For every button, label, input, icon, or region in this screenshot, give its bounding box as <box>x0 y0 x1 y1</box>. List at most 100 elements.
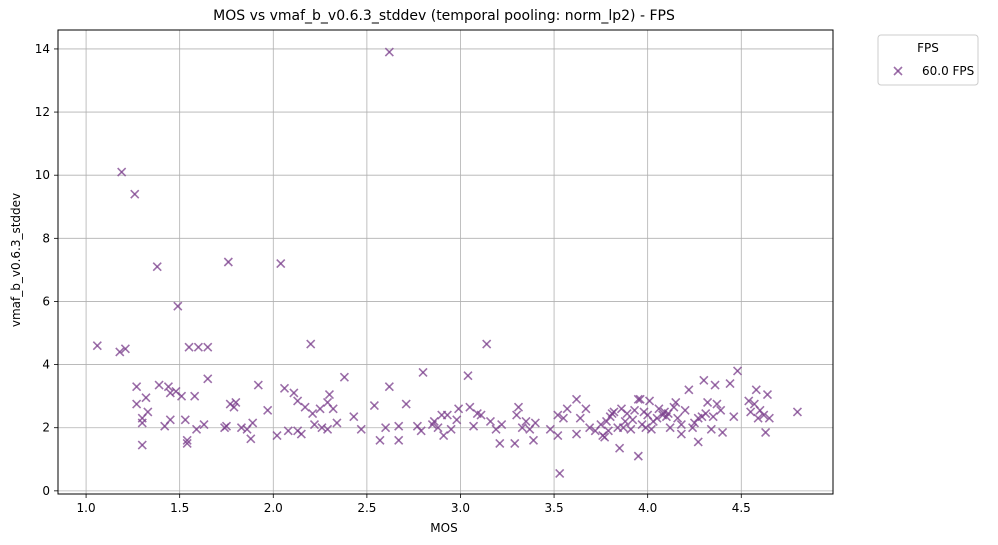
data-point-marker <box>429 416 439 426</box>
data-point-marker <box>684 385 694 395</box>
data-point-marker <box>433 423 443 433</box>
data-point-marker <box>553 410 563 420</box>
data-point-marker <box>710 380 720 390</box>
data-point-marker <box>746 407 756 417</box>
y-tick-label: 6 <box>42 294 50 308</box>
data-point-marker <box>154 380 164 390</box>
data-point-marker <box>369 401 379 411</box>
data-point-marker <box>203 374 213 384</box>
data-point-marker <box>699 375 709 385</box>
data-point-marker <box>384 382 394 392</box>
data-point-marker <box>562 404 572 414</box>
data-point-marker <box>375 435 385 445</box>
data-point-marker <box>513 402 524 412</box>
data-point-marker <box>497 419 507 430</box>
data-point-marker <box>221 421 232 431</box>
data-point-marker <box>665 423 675 433</box>
data-point-marker <box>349 412 359 422</box>
data-point-marker <box>641 423 651 433</box>
data-point-marker <box>530 418 540 428</box>
data-point-marker <box>356 424 366 434</box>
data-point-marker <box>465 402 475 412</box>
y-tick-label: 8 <box>42 231 50 245</box>
y-axis-ticks: 0 2 4 6 8 10 12 14 <box>35 42 58 498</box>
data-point-marker <box>324 390 335 400</box>
data-point-marker <box>315 404 325 414</box>
data-point-marker <box>751 385 761 395</box>
data-point-marker <box>418 367 428 378</box>
data-point-marker <box>293 396 303 406</box>
data-point-marker <box>289 388 299 398</box>
data-point-marker <box>132 399 142 409</box>
data-point-marker <box>199 419 209 430</box>
data-point-marker <box>716 405 726 415</box>
data-point-marker <box>203 342 213 352</box>
data-point-marker <box>283 426 293 436</box>
data-point-marker <box>246 434 256 444</box>
data-point-marker <box>463 371 473 381</box>
data-point-marker <box>693 437 703 447</box>
data-point-marker <box>615 443 625 453</box>
data-point-marker <box>263 405 273 415</box>
data-point-marker <box>401 399 411 409</box>
x-tick-label: 2.0 <box>264 501 283 515</box>
x-tick-label: 4.5 <box>732 501 751 515</box>
data-point-marker <box>143 407 153 417</box>
data-point-marker <box>476 410 486 420</box>
data-point-marker <box>762 390 773 400</box>
data-point-marker <box>394 435 404 445</box>
data-point-marker <box>416 426 426 436</box>
data-point-marker <box>117 167 127 177</box>
data-point-marker <box>688 423 698 433</box>
data-point-marker <box>792 407 802 417</box>
data-point-marker <box>676 419 686 430</box>
data-point-marker <box>137 418 147 428</box>
data-point-marker <box>322 424 333 434</box>
data-point-marker <box>764 413 774 423</box>
data-point-marker <box>132 382 142 392</box>
data-point-marker <box>482 339 492 349</box>
data-point-marker <box>635 394 645 404</box>
data-point-marker <box>141 393 151 403</box>
data-point-marker <box>308 408 318 419</box>
data-point-marker <box>545 424 555 434</box>
data-point-marker <box>510 438 520 449</box>
data-point-marker <box>600 432 610 442</box>
data-point-marker <box>485 416 495 426</box>
data-point-marker <box>384 47 394 57</box>
data-point-marker <box>229 402 239 412</box>
data-point-marker <box>744 396 754 406</box>
data-point-marker <box>92 341 102 351</box>
data-point-marker <box>671 397 681 408</box>
data-point-marker <box>517 423 527 433</box>
data-point-marker <box>753 413 763 423</box>
data-point-marker <box>191 424 202 434</box>
x-axis-label: MOS <box>430 521 457 535</box>
data-point-marker <box>137 440 147 450</box>
data-point-marker <box>176 391 187 401</box>
y-tick-label: 14 <box>35 42 50 56</box>
data-point-marker <box>300 402 310 412</box>
data-point-marker <box>630 405 640 415</box>
y-tick-label: 4 <box>42 358 50 372</box>
data-point-marker <box>717 427 728 438</box>
data-point-marker <box>381 423 391 433</box>
x-tick-label: 1.5 <box>170 501 189 515</box>
x-tick-label: 1.0 <box>77 501 96 515</box>
data-point-marker <box>673 413 683 423</box>
data-point-marker <box>452 415 462 425</box>
data-point-marker <box>309 419 320 430</box>
legend-label: 60.0 FPS <box>922 64 974 78</box>
data-point-marker <box>182 435 192 445</box>
data-point-marker <box>761 427 771 438</box>
legend: FPS 60.0 FPS <box>877 34 979 86</box>
data-point-marker <box>193 342 203 352</box>
data-point-marker <box>585 423 595 433</box>
data-point-marker <box>296 429 306 439</box>
data-point-marker <box>439 431 449 441</box>
data-point-marker <box>571 394 582 404</box>
data-point-marker <box>759 410 769 420</box>
data-point-marker <box>528 435 539 445</box>
data-point-marker <box>182 438 192 449</box>
